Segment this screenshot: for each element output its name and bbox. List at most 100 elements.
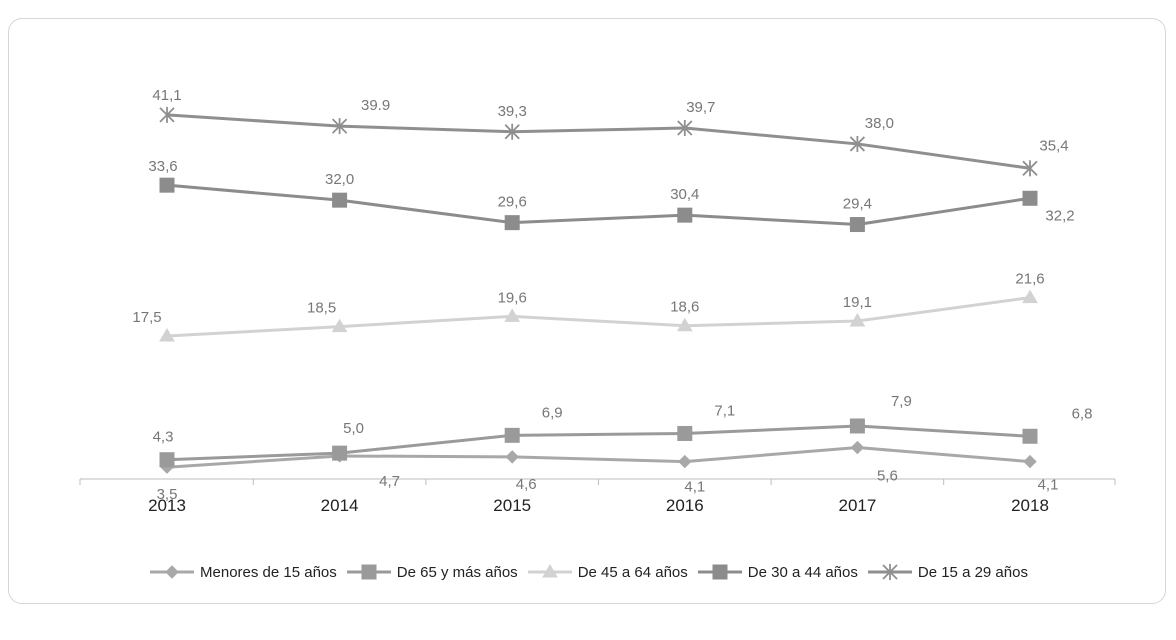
legend-label: De 45 a 64 años <box>577 563 688 581</box>
data-point-star <box>159 106 175 123</box>
data-point-star <box>677 120 693 137</box>
data-point-square <box>677 207 693 223</box>
data-point-square <box>1022 190 1038 206</box>
legend-swatch-graphic <box>697 564 742 580</box>
data-point-star <box>882 564 898 580</box>
data-label: 4,1 <box>1038 477 1059 494</box>
data-label: 18,5 <box>307 300 336 317</box>
data-point-square <box>504 215 520 231</box>
line-chart: 2013 2014 2015 2016 2017 2018 3,5 4,7 4,6 4,1 5,6… <box>79 87 1116 515</box>
data-point-star <box>331 118 348 135</box>
data-label: 19,6 <box>498 289 527 306</box>
legend-swatch-graphic <box>346 564 391 580</box>
data-label: 6,8 <box>1072 405 1093 422</box>
data-label: 5,6 <box>877 468 898 485</box>
data-label: 33,6 <box>148 158 177 175</box>
data-point-diamond <box>850 440 865 455</box>
legend-item: De 30 a 44 años <box>696 563 858 581</box>
x-tick-label: 2013 <box>148 496 186 515</box>
data-point-triangle <box>541 564 558 578</box>
x-axis: 2013 2014 2015 2016 2017 2018 <box>79 478 1116 515</box>
data-point-diamond <box>1023 454 1037 469</box>
x-tick-label: 2014 <box>321 496 359 515</box>
x-tick-label: 2018 <box>1011 496 1049 515</box>
data-point-square <box>361 564 377 580</box>
data-label: 32,0 <box>325 171 354 188</box>
x-tick-label: 2016 <box>666 496 704 515</box>
data-point-star <box>849 135 866 152</box>
data-label: 4,3 <box>153 429 174 446</box>
series-1 <box>159 418 1038 468</box>
legend-item: Menores de 15 años <box>148 563 337 581</box>
data-label: 7,9 <box>891 393 912 410</box>
data-label: 30,4 <box>670 186 699 203</box>
data-label: 29,6 <box>498 194 527 211</box>
series-3 <box>159 177 1038 233</box>
data-point-square <box>159 177 175 193</box>
data-point-square <box>712 564 728 580</box>
data-point-triangle <box>676 317 693 332</box>
data-label: 21,6 <box>1015 271 1044 288</box>
data-label: 39,7 <box>686 99 715 116</box>
data-label: 7,1 <box>714 402 735 419</box>
data-point-square <box>677 425 693 441</box>
legend-swatch <box>866 563 914 581</box>
legend-label: De 15 a 29 años <box>917 563 1028 581</box>
data-label: 3,5 <box>157 486 178 503</box>
legend-item: De 65 y más años <box>345 563 518 581</box>
data-label: 38,0 <box>865 115 894 132</box>
data-point-triangle <box>159 328 175 342</box>
legend-swatch-graphic <box>867 564 912 580</box>
data-point-square <box>849 217 865 233</box>
data-label: 39,3 <box>498 103 527 120</box>
legend-label: De 65 y más años <box>396 563 518 581</box>
data-label: 17,5 <box>132 309 161 326</box>
legend-swatch <box>345 563 393 581</box>
series-line <box>166 446 1031 469</box>
data-point-triangle <box>331 318 348 333</box>
data-label: 29,4 <box>843 196 872 213</box>
data-point-square <box>332 445 348 461</box>
legend-item: De 45 a 64 años <box>526 563 688 581</box>
data-point-diamond <box>678 454 692 469</box>
data-label: 35,4 <box>1039 137 1068 154</box>
data-labels: 3,5 4,7 4,6 4,1 5,6 4,1 4,3 5,0 6,9 7,1 7,9 6,8 17,5… <box>132 87 1092 503</box>
x-tick-label: 2015 <box>493 496 531 515</box>
data-point-square <box>332 192 348 208</box>
data-label: 4,1 <box>684 479 705 496</box>
series-line <box>166 296 1031 338</box>
data-point-star <box>504 123 520 140</box>
data-label: 39.9 <box>361 97 390 114</box>
series-0 <box>160 440 1037 474</box>
data-point-diamond <box>165 565 179 579</box>
legend-swatch <box>696 563 744 581</box>
data-point-diamond <box>505 450 519 464</box>
legend-label: Menores de 15 años <box>200 563 337 581</box>
x-tick-label: 2017 <box>838 496 876 515</box>
legend: Menores de 15 años De 65 y más años De 45 … <box>0 563 1176 581</box>
legend-swatch <box>526 563 574 581</box>
legend-swatch <box>148 563 196 581</box>
legend-label: De 30 a 44 años <box>747 563 858 581</box>
legend-item: De 15 a 29 años <box>866 563 1028 581</box>
series-4 <box>159 106 1038 177</box>
data-label: 32,2 <box>1045 207 1074 224</box>
legend-swatch-graphic <box>527 564 572 578</box>
data-label: 6,9 <box>542 404 563 421</box>
data-point-star <box>1022 160 1038 177</box>
data-label: 4,6 <box>516 476 537 493</box>
series-line <box>166 183 1031 227</box>
data-point-square <box>1022 428 1038 444</box>
data-label: 19,1 <box>843 294 872 311</box>
data-point-triangle <box>1022 289 1038 304</box>
series-line <box>166 424 1031 462</box>
data-label: 4,7 <box>379 473 400 490</box>
data-point-triangle <box>504 308 521 322</box>
data-point-square <box>504 427 520 443</box>
series-layer <box>159 106 1038 474</box>
data-label: 41,1 <box>152 87 181 104</box>
data-label: 18,6 <box>670 299 699 316</box>
data-point-square <box>159 452 175 468</box>
data-point-square <box>849 418 865 434</box>
series-2 <box>159 289 1038 342</box>
